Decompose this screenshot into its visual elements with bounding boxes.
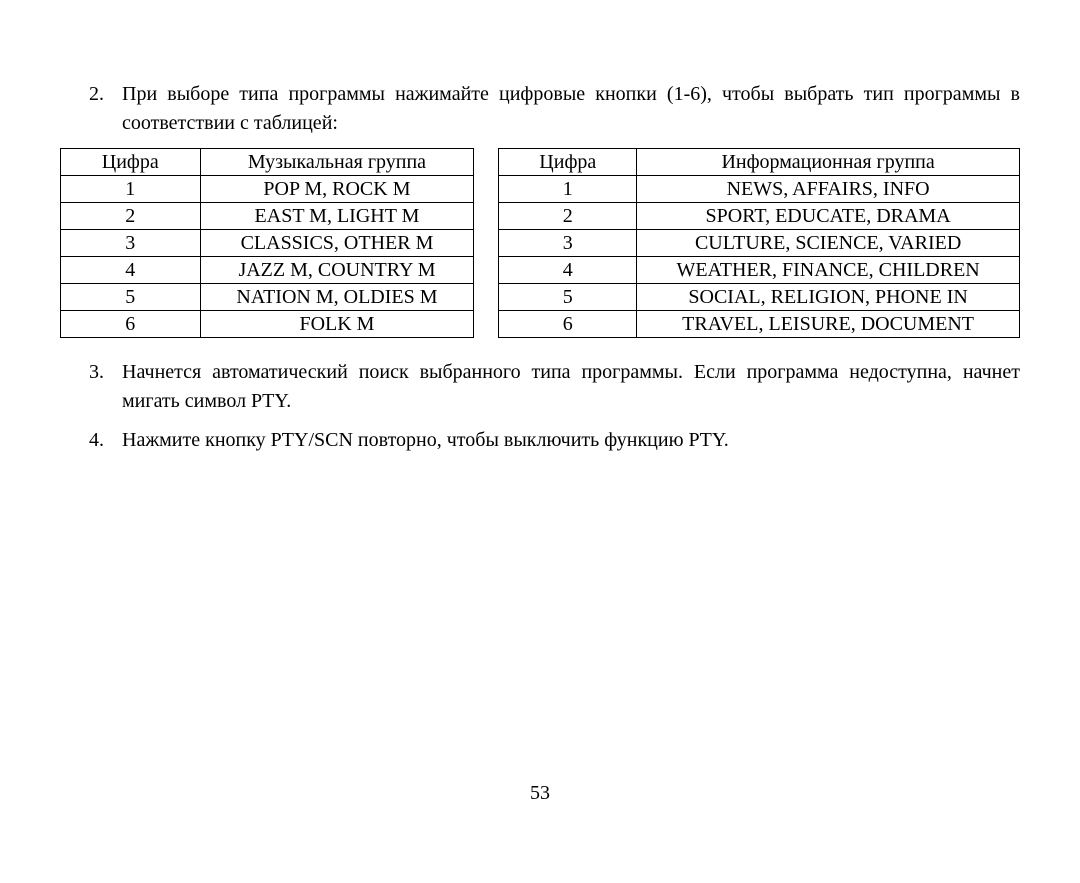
table-cell: SPORT, EDUCATE, DRAMA: [637, 203, 1020, 230]
table-cell: 6: [61, 311, 201, 338]
list-number: 2.: [60, 80, 122, 138]
table-row: 1 NEWS, AFFAIRS, INFO: [499, 176, 1020, 203]
table-cell: 4: [499, 257, 637, 284]
table-cell: SOCIAL, RELIGION, PHONE IN: [637, 284, 1020, 311]
table-row: 4 JAZZ M, COUNTRY M: [61, 257, 474, 284]
list-item-3: 3. Начнется автоматический поиск выбранн…: [60, 358, 1020, 416]
table-row: Цифра Информационная группа: [499, 149, 1020, 176]
list-text: Нажмите кнопку PTY/SCN повторно, чтобы в…: [122, 426, 1020, 455]
table-cell: 1: [61, 176, 201, 203]
table-cell: 1: [499, 176, 637, 203]
table-row: 4 WEATHER, FINANCE, CHILDREN: [499, 257, 1020, 284]
list-number: 4.: [60, 426, 122, 455]
table-cell: FOLK M: [200, 311, 474, 338]
page-number: 53: [0, 782, 1080, 805]
table-cell: NATION M, OLDIES M: [200, 284, 474, 311]
table-header-cell: Музыкальная группа: [200, 149, 474, 176]
list-text: Начнется автоматический поиск выбранного…: [122, 358, 1020, 416]
music-group-table: Цифра Музыкальная группа 1 POP M, ROCK M…: [60, 148, 474, 338]
table-header-cell: Цифра: [61, 149, 201, 176]
table-cell: CLASSICS, OTHER M: [200, 230, 474, 257]
table-cell: CULTURE, SCIENCE, VARIED: [637, 230, 1020, 257]
info-group-table: Цифра Информационная группа 1 NEWS, AFFA…: [498, 148, 1020, 338]
table-cell: 5: [61, 284, 201, 311]
table-cell: EAST M, LIGHT M: [200, 203, 474, 230]
table-cell: 6: [499, 311, 637, 338]
list-number: 3.: [60, 358, 122, 416]
table-cell: NEWS, AFFAIRS, INFO: [637, 176, 1020, 203]
table-row: 3 CULTURE, SCIENCE, VARIED: [499, 230, 1020, 257]
table-cell: POP M, ROCK M: [200, 176, 474, 203]
table-row: 5 SOCIAL, RELIGION, PHONE IN: [499, 284, 1020, 311]
table-cell: 2: [61, 203, 201, 230]
table-row: Цифра Музыкальная группа: [61, 149, 474, 176]
tables-container: Цифра Музыкальная группа 1 POP M, ROCK M…: [60, 148, 1020, 338]
table-cell: 3: [61, 230, 201, 257]
table-header-cell: Информационная группа: [637, 149, 1020, 176]
table-row: 6 FOLK M: [61, 311, 474, 338]
table-row: 2 SPORT, EDUCATE, DRAMA: [499, 203, 1020, 230]
table-cell: WEATHER, FINANCE, CHILDREN: [637, 257, 1020, 284]
table-cell: 3: [499, 230, 637, 257]
table-cell: JAZZ M, COUNTRY M: [200, 257, 474, 284]
document-page: 2. При выборе типа программы нажимайте ц…: [0, 0, 1080, 883]
table-header-cell: Цифра: [499, 149, 637, 176]
table-row: 1 POP M, ROCK M: [61, 176, 474, 203]
table-cell: TRAVEL, LEISURE, DOCUMENT: [637, 311, 1020, 338]
table-row: 5 NATION M, OLDIES M: [61, 284, 474, 311]
table-row: 3 CLASSICS, OTHER M: [61, 230, 474, 257]
list-text: При выборе типа программы нажимайте цифр…: [122, 80, 1020, 138]
table-cell: 2: [499, 203, 637, 230]
table-cell: 5: [499, 284, 637, 311]
list-item-4: 4. Нажмите кнопку PTY/SCN повторно, чтоб…: [60, 426, 1020, 455]
table-row: 2 EAST M, LIGHT M: [61, 203, 474, 230]
table-cell: 4: [61, 257, 201, 284]
table-row: 6 TRAVEL, LEISURE, DOCUMENT: [499, 311, 1020, 338]
list-item-2: 2. При выборе типа программы нажимайте ц…: [60, 80, 1020, 138]
